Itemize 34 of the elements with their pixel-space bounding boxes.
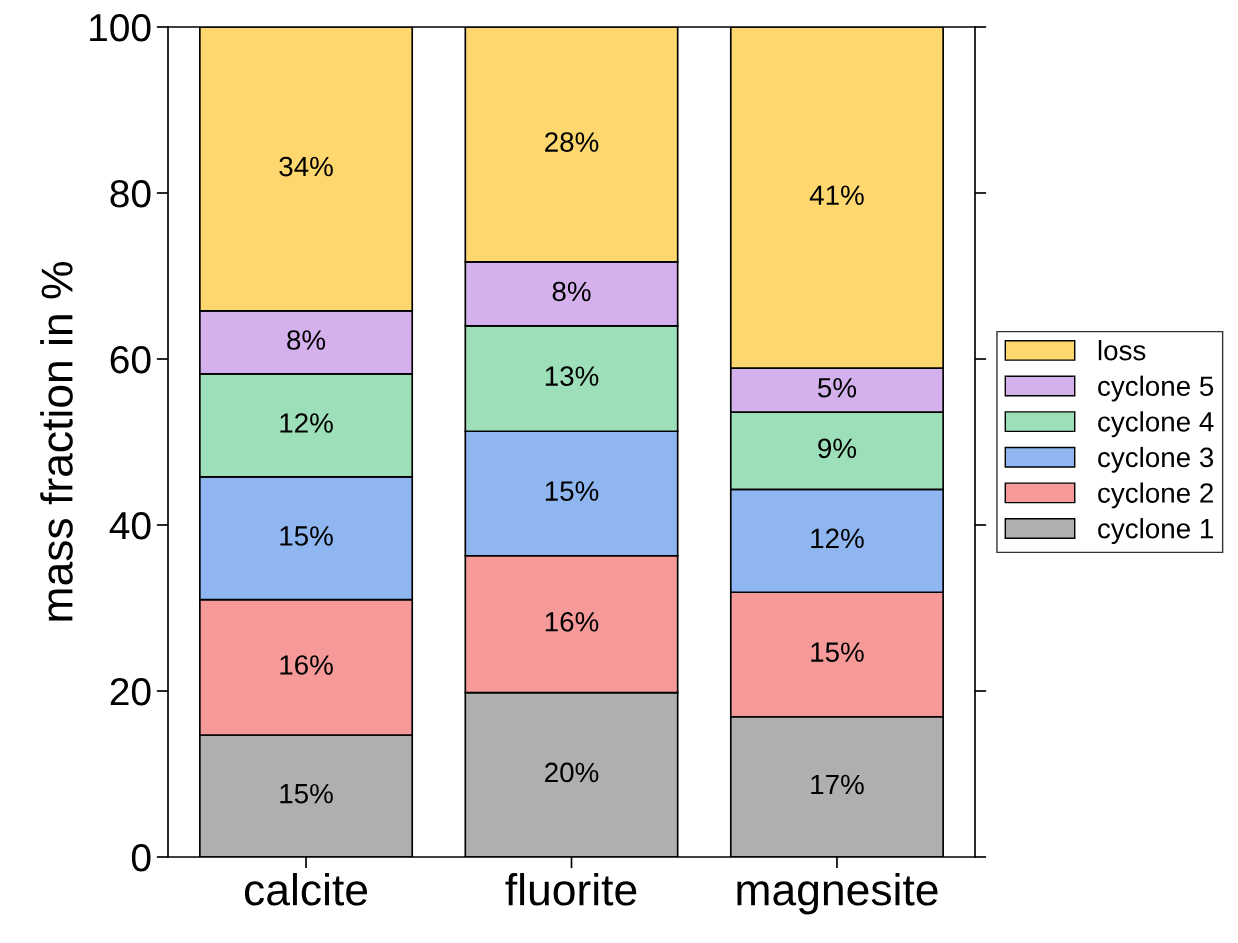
data-label: 12%	[811, 528, 864, 549]
data-label: 20%	[545, 762, 599, 783]
y-tick-label: 80	[110, 179, 151, 208]
data-label: 41%	[809, 185, 864, 205]
data-label: 15%	[811, 642, 864, 662]
x-tick-label: magnesite	[737, 872, 938, 915]
data-label: 17%	[811, 774, 864, 795]
y-tick-label: 0	[131, 843, 151, 872]
data-label: 8%	[287, 330, 326, 350]
data-label: 34%	[279, 156, 333, 177]
data-label: 12%	[280, 413, 333, 433]
data-label: 16%	[280, 655, 333, 675]
x-tick-label: calcite	[244, 872, 368, 906]
y-tick-label: 20	[110, 677, 151, 706]
data-label: 15%	[280, 783, 333, 804]
legend-label: cyclone 4	[1098, 411, 1214, 438]
legend-label: cyclone 3	[1098, 446, 1214, 473]
x-tick-label: fluorite	[505, 872, 637, 906]
legend-label: cyclone 2	[1098, 482, 1213, 509]
data-label: 16%	[545, 611, 599, 632]
legend-label: cyclone 5	[1098, 375, 1214, 402]
data-label: 9%	[818, 438, 857, 459]
y-tick-label: 100	[90, 13, 151, 42]
data-label: 15%	[545, 481, 599, 501]
data-label: 5%	[818, 378, 857, 398]
y-axis-title: mass fraction in %	[40, 262, 73, 621]
data-label: 15%	[280, 526, 333, 546]
y-tick-label: 40	[109, 511, 151, 540]
data-label: 8%	[552, 281, 591, 302]
data-label: 13%	[545, 366, 599, 386]
legend-label: cyclone 1	[1098, 518, 1213, 544]
y-tick-label: 60	[110, 345, 151, 374]
legend-label: loss	[1098, 340, 1146, 361]
data-label: 28%	[545, 132, 599, 152]
